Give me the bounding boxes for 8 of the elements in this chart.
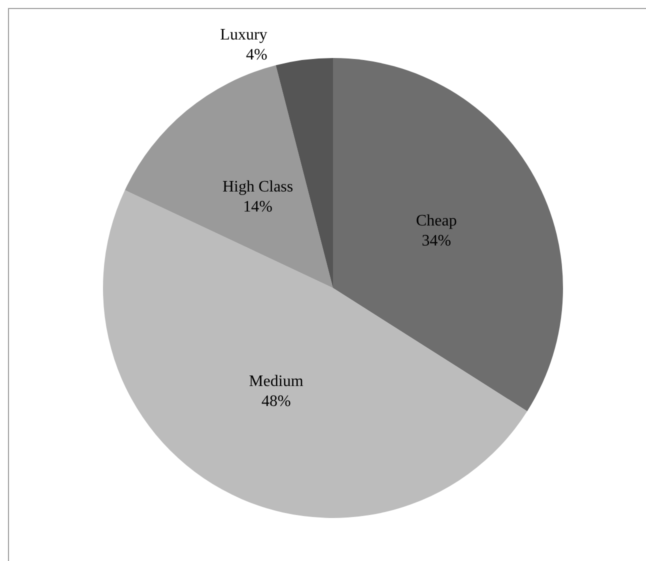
slice-label: Cheap <box>416 212 457 230</box>
slice-label: Luxury <box>220 26 268 44</box>
slice-label: Medium <box>249 372 304 390</box>
data-label: 4% <box>246 46 268 64</box>
data-label: 14% <box>243 198 272 216</box>
data-label: 48% <box>261 392 291 410</box>
slice-label: High Class <box>222 178 294 196</box>
data-label: 34% <box>422 232 452 250</box>
